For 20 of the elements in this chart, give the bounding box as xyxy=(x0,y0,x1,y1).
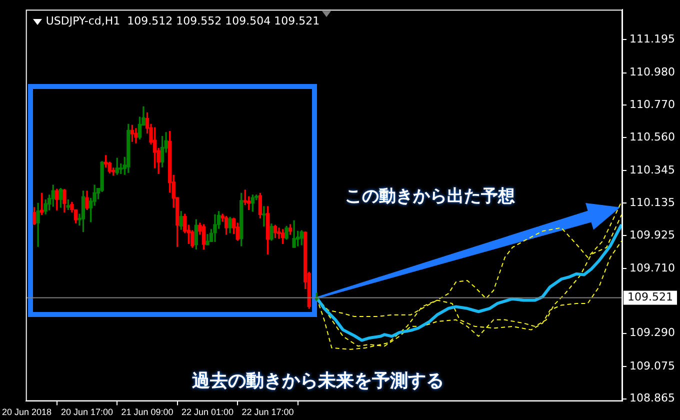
annotation: この動きから出た予想 xyxy=(344,186,516,207)
x-tick-label: 20 Jun 2018 xyxy=(2,407,52,418)
y-tick-label: 109.710 xyxy=(630,261,676,274)
y-tick-label: 109.075 xyxy=(630,359,676,372)
x-tick-label: 20 Jun 17:00 xyxy=(60,407,114,418)
y-tick-label: 110.345 xyxy=(630,164,676,177)
annotation: 過去の動きから未来を予測する xyxy=(191,370,444,392)
y-tick-label: 110.770 xyxy=(630,98,676,112)
y-tick-label: 110.980 xyxy=(630,66,676,79)
x-tick-label: 21 Jun 09:00 xyxy=(121,407,174,418)
x-tick-label: 22 Jun 01:00 xyxy=(181,407,234,418)
y-tick-label: 110.135 xyxy=(630,196,676,209)
ref-line-label: 109.521 xyxy=(628,290,674,304)
x-tick-label: 22 Jun 17:00 xyxy=(242,407,294,418)
y-tick-label: 108.865 xyxy=(630,392,676,405)
y-tick-label: 111.195 xyxy=(630,32,676,46)
y-tick-label: 109.290 xyxy=(630,326,676,340)
y-tick-label: 110.560 xyxy=(630,130,676,144)
y-tick-label: 109.925 xyxy=(630,228,676,242)
text: USDJPY-cd,H1 109.512 109.552 109.504 109.521 xyxy=(46,14,320,28)
